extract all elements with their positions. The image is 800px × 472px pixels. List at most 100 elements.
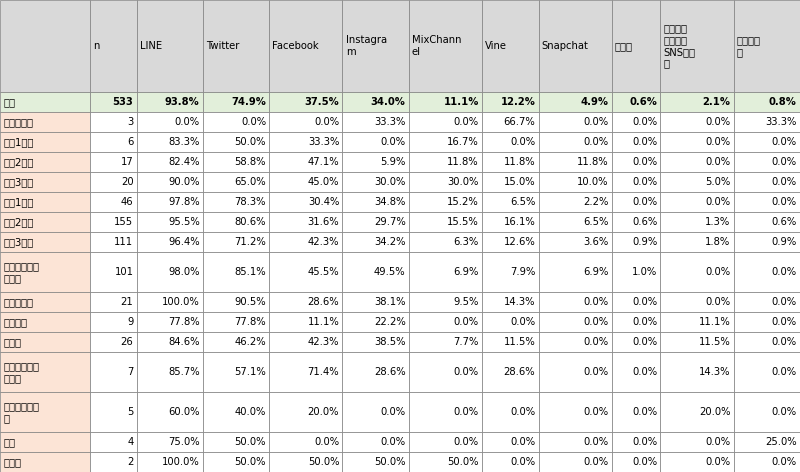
Text: 2.1%: 2.1% xyxy=(702,97,730,107)
Bar xyxy=(342,112,409,132)
Bar xyxy=(734,0,800,92)
Text: 0.0%: 0.0% xyxy=(706,137,730,147)
Bar xyxy=(270,332,342,352)
Bar xyxy=(482,172,538,192)
Text: 0.0%: 0.0% xyxy=(510,317,535,327)
Text: 高栤3年生: 高栤3年生 xyxy=(3,237,34,247)
Text: 0.0%: 0.0% xyxy=(314,117,339,127)
Text: 12.2%: 12.2% xyxy=(501,97,535,107)
Text: 0.0%: 0.0% xyxy=(706,117,730,127)
Bar xyxy=(270,192,342,212)
Bar xyxy=(90,192,137,212)
Text: 6.5%: 6.5% xyxy=(510,197,535,207)
Bar xyxy=(612,292,661,312)
Bar xyxy=(342,172,409,192)
Text: 14.3%: 14.3% xyxy=(504,297,535,307)
Text: 78.3%: 78.3% xyxy=(234,197,266,207)
Bar xyxy=(270,92,342,112)
Bar xyxy=(409,312,482,332)
Bar xyxy=(203,112,270,132)
Text: 40.0%: 40.0% xyxy=(234,407,266,417)
Text: 0.0%: 0.0% xyxy=(706,157,730,167)
Bar xyxy=(0,0,90,92)
Bar xyxy=(342,152,409,172)
Text: 6: 6 xyxy=(127,137,134,147)
Bar xyxy=(661,172,734,192)
Bar xyxy=(0,132,90,152)
Bar xyxy=(538,432,612,452)
Text: 90.0%: 90.0% xyxy=(168,177,200,187)
Bar xyxy=(0,452,90,472)
Bar xyxy=(734,392,800,432)
Text: 無職: 無職 xyxy=(3,437,15,447)
Bar xyxy=(482,432,538,452)
Text: 大学生・短期
大学生: 大学生・短期 大学生 xyxy=(3,261,39,283)
Text: 0.0%: 0.0% xyxy=(632,117,658,127)
Text: 42.3%: 42.3% xyxy=(308,237,339,247)
Bar xyxy=(661,192,734,212)
Text: 0.0%: 0.0% xyxy=(583,437,609,447)
Bar xyxy=(612,192,661,212)
Text: 0.0%: 0.0% xyxy=(583,337,609,347)
Text: 0.0%: 0.0% xyxy=(772,267,797,277)
Text: 2.2%: 2.2% xyxy=(583,197,609,207)
Text: 0.0%: 0.0% xyxy=(632,197,658,207)
Bar xyxy=(734,252,800,292)
Text: 26: 26 xyxy=(121,337,134,347)
Bar xyxy=(137,352,203,392)
Bar xyxy=(538,92,612,112)
Bar xyxy=(90,452,137,472)
Bar xyxy=(0,232,90,252)
Text: 0.0%: 0.0% xyxy=(772,317,797,327)
Text: 11.8%: 11.8% xyxy=(577,157,609,167)
Text: 14.3%: 14.3% xyxy=(699,367,730,377)
Text: 小学生以下: 小学生以下 xyxy=(3,117,34,127)
Text: 22.2%: 22.2% xyxy=(374,317,406,327)
Bar xyxy=(342,292,409,312)
Text: 0.0%: 0.0% xyxy=(583,407,609,417)
Text: 49.5%: 49.5% xyxy=(374,267,406,277)
Text: 71.2%: 71.2% xyxy=(234,237,266,247)
Bar xyxy=(0,392,90,432)
Text: 533: 533 xyxy=(113,97,134,107)
Bar xyxy=(342,92,409,112)
Bar xyxy=(538,452,612,472)
Text: 50.0%: 50.0% xyxy=(234,137,266,147)
Bar xyxy=(734,192,800,212)
Text: 5: 5 xyxy=(127,407,134,417)
Text: 0.0%: 0.0% xyxy=(632,367,658,377)
Bar xyxy=(482,112,538,132)
Text: Vine: Vine xyxy=(485,41,507,51)
Text: 0.0%: 0.0% xyxy=(174,117,200,127)
Text: 111: 111 xyxy=(114,237,134,247)
Text: 0.0%: 0.0% xyxy=(583,457,609,467)
Bar xyxy=(538,132,612,152)
Text: 30.0%: 30.0% xyxy=(374,177,406,187)
Text: 77.8%: 77.8% xyxy=(234,317,266,327)
Text: 80.6%: 80.6% xyxy=(234,217,266,227)
Bar xyxy=(270,232,342,252)
Text: 34.2%: 34.2% xyxy=(374,237,406,247)
Text: 45.5%: 45.5% xyxy=(308,267,339,277)
Bar xyxy=(342,192,409,212)
Text: 50.0%: 50.0% xyxy=(234,457,266,467)
Text: 38.5%: 38.5% xyxy=(374,337,406,347)
Text: 7.9%: 7.9% xyxy=(510,267,535,277)
Text: 97.8%: 97.8% xyxy=(168,197,200,207)
Bar xyxy=(0,112,90,132)
Bar xyxy=(734,432,800,452)
Text: 0.0%: 0.0% xyxy=(583,317,609,327)
Text: 34.0%: 34.0% xyxy=(370,97,406,107)
Bar xyxy=(538,172,612,192)
Bar xyxy=(538,152,612,172)
Bar xyxy=(0,212,90,232)
Text: LINE: LINE xyxy=(140,41,162,51)
Text: Twitter: Twitter xyxy=(206,41,239,51)
Bar xyxy=(482,192,538,212)
Text: 0.6%: 0.6% xyxy=(630,97,658,107)
Text: 0.0%: 0.0% xyxy=(772,457,797,467)
Bar xyxy=(137,0,203,92)
Bar xyxy=(612,352,661,392)
Text: 57.1%: 57.1% xyxy=(234,367,266,377)
Bar xyxy=(342,132,409,152)
